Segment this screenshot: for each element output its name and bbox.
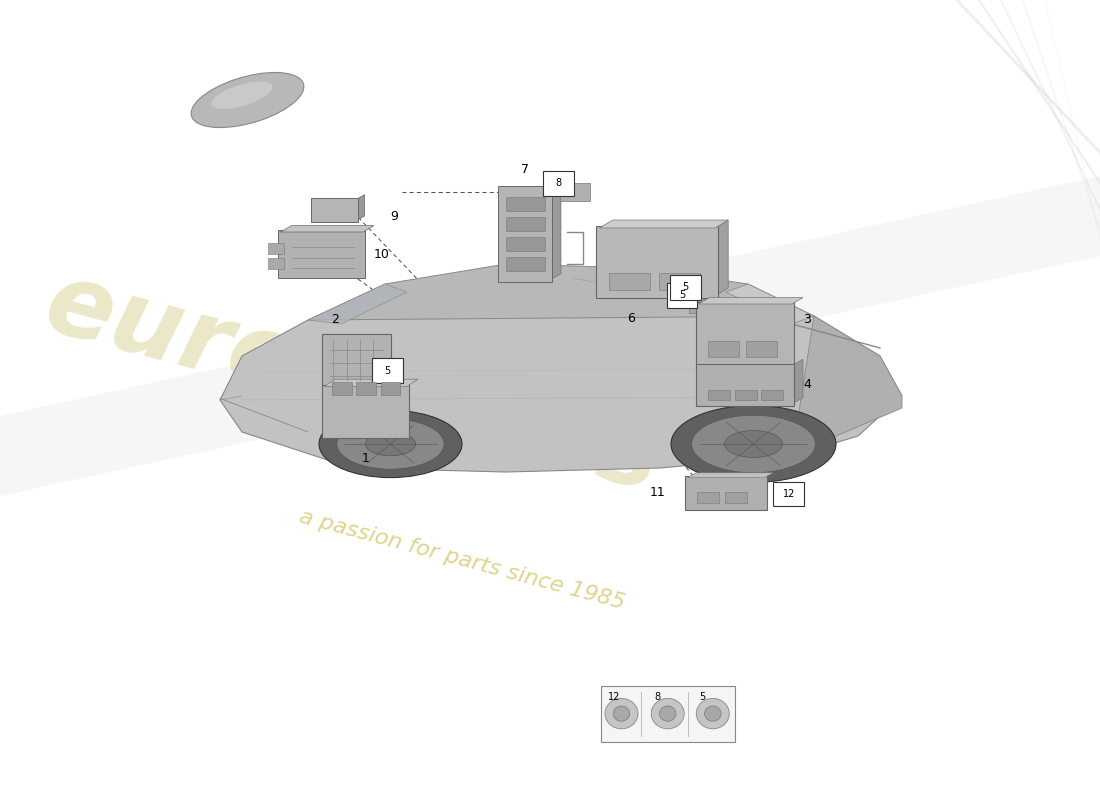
FancyBboxPatch shape — [560, 183, 590, 201]
FancyBboxPatch shape — [708, 341, 739, 357]
FancyBboxPatch shape — [696, 302, 794, 366]
FancyBboxPatch shape — [689, 239, 704, 313]
Text: 5: 5 — [384, 366, 390, 375]
Ellipse shape — [659, 706, 675, 722]
FancyBboxPatch shape — [322, 334, 390, 386]
Text: 12: 12 — [782, 489, 795, 498]
Polygon shape — [308, 264, 814, 320]
Polygon shape — [715, 220, 728, 296]
Text: 4: 4 — [803, 378, 811, 391]
Polygon shape — [324, 379, 418, 386]
FancyBboxPatch shape — [761, 390, 783, 400]
FancyBboxPatch shape — [746, 341, 777, 357]
Polygon shape — [688, 473, 773, 478]
Ellipse shape — [692, 415, 815, 473]
Ellipse shape — [365, 432, 416, 456]
Text: 8: 8 — [654, 692, 661, 702]
Polygon shape — [220, 268, 902, 472]
Polygon shape — [698, 298, 803, 304]
Polygon shape — [600, 220, 728, 228]
Text: 2: 2 — [331, 314, 340, 326]
FancyBboxPatch shape — [322, 385, 409, 438]
Text: 5: 5 — [679, 290, 685, 300]
Ellipse shape — [613, 706, 629, 722]
FancyBboxPatch shape — [696, 364, 794, 406]
FancyBboxPatch shape — [311, 198, 358, 222]
FancyBboxPatch shape — [659, 273, 700, 290]
Text: 5: 5 — [682, 282, 689, 292]
Text: 3: 3 — [803, 314, 811, 326]
FancyBboxPatch shape — [670, 275, 701, 299]
Text: 6: 6 — [627, 312, 635, 325]
Ellipse shape — [191, 73, 304, 127]
FancyBboxPatch shape — [268, 243, 284, 254]
Ellipse shape — [211, 82, 273, 109]
Text: 8: 8 — [556, 178, 562, 188]
FancyBboxPatch shape — [685, 476, 767, 510]
Text: 5: 5 — [700, 692, 706, 702]
Text: 12: 12 — [608, 692, 620, 702]
Text: 9: 9 — [390, 210, 398, 223]
FancyBboxPatch shape — [773, 482, 804, 506]
Polygon shape — [0, 176, 1100, 496]
Polygon shape — [280, 226, 374, 232]
FancyBboxPatch shape — [506, 257, 544, 271]
Polygon shape — [550, 182, 561, 280]
Text: eurospares: eurospares — [34, 255, 670, 513]
FancyBboxPatch shape — [268, 258, 284, 269]
FancyBboxPatch shape — [278, 230, 365, 278]
FancyBboxPatch shape — [506, 237, 544, 251]
Ellipse shape — [705, 706, 722, 722]
FancyBboxPatch shape — [708, 390, 730, 400]
FancyBboxPatch shape — [332, 382, 352, 395]
Ellipse shape — [696, 698, 729, 729]
FancyBboxPatch shape — [601, 686, 735, 742]
Text: 7: 7 — [520, 163, 529, 176]
Polygon shape — [726, 284, 814, 324]
Ellipse shape — [725, 430, 782, 458]
FancyBboxPatch shape — [735, 390, 757, 400]
Ellipse shape — [671, 406, 836, 482]
Text: a passion for parts since 1985: a passion for parts since 1985 — [297, 507, 627, 613]
FancyBboxPatch shape — [596, 226, 718, 298]
Ellipse shape — [202, 87, 301, 122]
FancyBboxPatch shape — [372, 358, 403, 382]
Polygon shape — [355, 194, 364, 221]
FancyBboxPatch shape — [609, 273, 650, 290]
FancyBboxPatch shape — [506, 197, 544, 211]
FancyBboxPatch shape — [498, 186, 552, 282]
Text: 11: 11 — [650, 486, 666, 499]
Polygon shape — [792, 359, 803, 404]
Text: 10: 10 — [374, 248, 389, 261]
FancyBboxPatch shape — [697, 492, 719, 503]
Polygon shape — [308, 284, 407, 324]
Text: 1: 1 — [361, 452, 370, 465]
Ellipse shape — [605, 698, 638, 729]
FancyBboxPatch shape — [543, 171, 574, 195]
FancyBboxPatch shape — [725, 492, 747, 503]
Ellipse shape — [651, 698, 684, 729]
Polygon shape — [792, 316, 902, 456]
FancyBboxPatch shape — [356, 382, 376, 395]
FancyBboxPatch shape — [667, 283, 697, 307]
Ellipse shape — [319, 410, 462, 478]
FancyBboxPatch shape — [381, 382, 400, 395]
Ellipse shape — [337, 418, 444, 469]
FancyBboxPatch shape — [506, 217, 544, 231]
